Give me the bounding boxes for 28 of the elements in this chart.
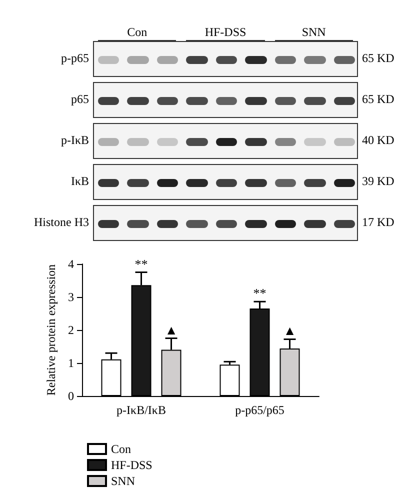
text: 65 KD	[362, 92, 394, 107]
legend-label: Con	[111, 442, 132, 456]
legend-label: HF-DSS	[111, 458, 152, 472]
text: 40 KD	[362, 133, 394, 148]
y-tick-label: 4	[68, 257, 74, 271]
y-tick-label: 2	[68, 323, 74, 337]
text: Con	[98, 24, 176, 41]
text: 65 KD	[362, 51, 394, 66]
text: Histone H3	[33, 215, 89, 230]
x-tick-label: p-p65/p65	[235, 403, 284, 417]
text: 17 KD	[362, 215, 394, 230]
y-tick-label: 1	[68, 356, 74, 370]
y-axis-title: Relative protein expression	[44, 264, 58, 396]
data-label: ▲	[164, 322, 178, 338]
text: p-IκB	[60, 133, 89, 148]
text: IκB	[70, 174, 89, 189]
data-label: **	[253, 286, 266, 301]
text: p-p65	[60, 51, 89, 66]
y-tick-label: 3	[68, 290, 74, 304]
text: SNN	[274, 24, 353, 41]
text: 39 KD	[362, 174, 394, 189]
data-label: ▲	[283, 323, 296, 338]
data-label: **	[134, 256, 148, 272]
x-tick-label: p-IκB/IκB	[116, 403, 166, 417]
text: p65	[70, 92, 89, 107]
y-tick-label: 0	[68, 389, 74, 403]
text: HF-DSS	[186, 24, 265, 41]
legend-label: SNN	[111, 474, 136, 488]
